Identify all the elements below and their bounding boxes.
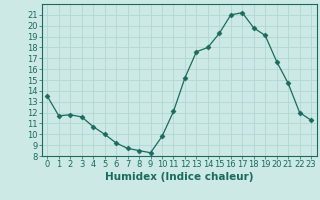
- X-axis label: Humidex (Indice chaleur): Humidex (Indice chaleur): [105, 172, 253, 182]
